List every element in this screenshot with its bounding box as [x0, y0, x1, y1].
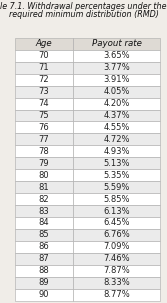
Text: required minimum distribution (RMD): required minimum distribution (RMD)	[9, 10, 158, 19]
Text: 87: 87	[39, 254, 49, 263]
Bar	[15, 277, 73, 289]
Text: Age: Age	[36, 39, 52, 48]
Bar	[73, 169, 160, 181]
Text: 6.76%: 6.76%	[103, 230, 130, 239]
Text: 89: 89	[39, 278, 49, 287]
Bar	[15, 145, 73, 157]
Bar	[15, 74, 73, 86]
Bar	[15, 265, 73, 277]
Text: 81: 81	[39, 183, 49, 191]
Text: 70: 70	[39, 51, 49, 60]
Text: 5.35%: 5.35%	[104, 171, 130, 180]
Bar	[73, 145, 160, 157]
Bar	[73, 289, 160, 301]
Bar	[73, 193, 160, 205]
Bar	[73, 98, 160, 109]
Bar	[73, 62, 160, 74]
Text: 8.33%: 8.33%	[103, 278, 130, 287]
Bar	[15, 98, 73, 109]
Bar	[73, 50, 160, 62]
Bar	[73, 38, 160, 50]
Bar	[73, 205, 160, 217]
Text: 5.59%: 5.59%	[104, 183, 130, 191]
Bar	[15, 241, 73, 253]
Bar	[15, 253, 73, 265]
Text: 86: 86	[39, 242, 49, 251]
Bar	[73, 109, 160, 122]
Text: 84: 84	[39, 218, 49, 228]
Text: 4.20%: 4.20%	[104, 99, 130, 108]
Text: 4.05%: 4.05%	[104, 87, 130, 96]
Text: 72: 72	[39, 75, 49, 84]
Text: 90: 90	[39, 290, 49, 299]
Bar	[73, 86, 160, 98]
Bar	[15, 62, 73, 74]
Text: 83: 83	[39, 207, 49, 215]
Bar	[15, 205, 73, 217]
Text: 5.85%: 5.85%	[104, 195, 130, 204]
Bar	[73, 277, 160, 289]
Text: 4.37%: 4.37%	[103, 111, 130, 120]
Bar	[15, 50, 73, 62]
Bar	[15, 133, 73, 145]
Bar	[73, 74, 160, 86]
Text: 76: 76	[39, 123, 49, 132]
Text: 6.45%: 6.45%	[104, 218, 130, 228]
Text: 78: 78	[39, 147, 49, 156]
Text: 3.91%: 3.91%	[104, 75, 130, 84]
Bar	[73, 265, 160, 277]
Bar	[15, 193, 73, 205]
Text: 6.13%: 6.13%	[103, 207, 130, 215]
Bar	[15, 38, 73, 50]
Bar	[73, 253, 160, 265]
Bar	[73, 157, 160, 169]
Bar	[15, 229, 73, 241]
Text: 8.77%: 8.77%	[103, 290, 130, 299]
Text: Table 7.1. Withdrawal percentages under the IRS: Table 7.1. Withdrawal percentages under …	[0, 2, 167, 11]
Text: Payout rate: Payout rate	[92, 39, 142, 48]
Text: 3.65%: 3.65%	[103, 51, 130, 60]
Text: 73: 73	[39, 87, 49, 96]
Text: 4.72%: 4.72%	[104, 135, 130, 144]
Bar	[73, 181, 160, 193]
Text: 7.87%: 7.87%	[103, 266, 130, 275]
Bar	[73, 217, 160, 229]
Bar	[15, 169, 73, 181]
Bar	[15, 86, 73, 98]
Bar	[15, 217, 73, 229]
Bar	[15, 122, 73, 133]
Bar	[15, 109, 73, 122]
Text: 71: 71	[39, 63, 49, 72]
Bar	[15, 289, 73, 301]
Text: 80: 80	[39, 171, 49, 180]
Text: 5.13%: 5.13%	[104, 159, 130, 168]
Bar	[15, 181, 73, 193]
Text: 85: 85	[39, 230, 49, 239]
Text: 82: 82	[39, 195, 49, 204]
Bar	[73, 122, 160, 133]
Bar	[73, 133, 160, 145]
Text: 79: 79	[39, 159, 49, 168]
Text: 7.46%: 7.46%	[103, 254, 130, 263]
Text: 3.77%: 3.77%	[103, 63, 130, 72]
Bar	[73, 229, 160, 241]
Text: 74: 74	[39, 99, 49, 108]
Text: 4.93%: 4.93%	[104, 147, 130, 156]
Text: 7.09%: 7.09%	[104, 242, 130, 251]
Bar	[15, 157, 73, 169]
Text: 4.55%: 4.55%	[104, 123, 130, 132]
Bar	[73, 241, 160, 253]
Text: 77: 77	[39, 135, 49, 144]
Text: 75: 75	[39, 111, 49, 120]
Text: 88: 88	[39, 266, 49, 275]
